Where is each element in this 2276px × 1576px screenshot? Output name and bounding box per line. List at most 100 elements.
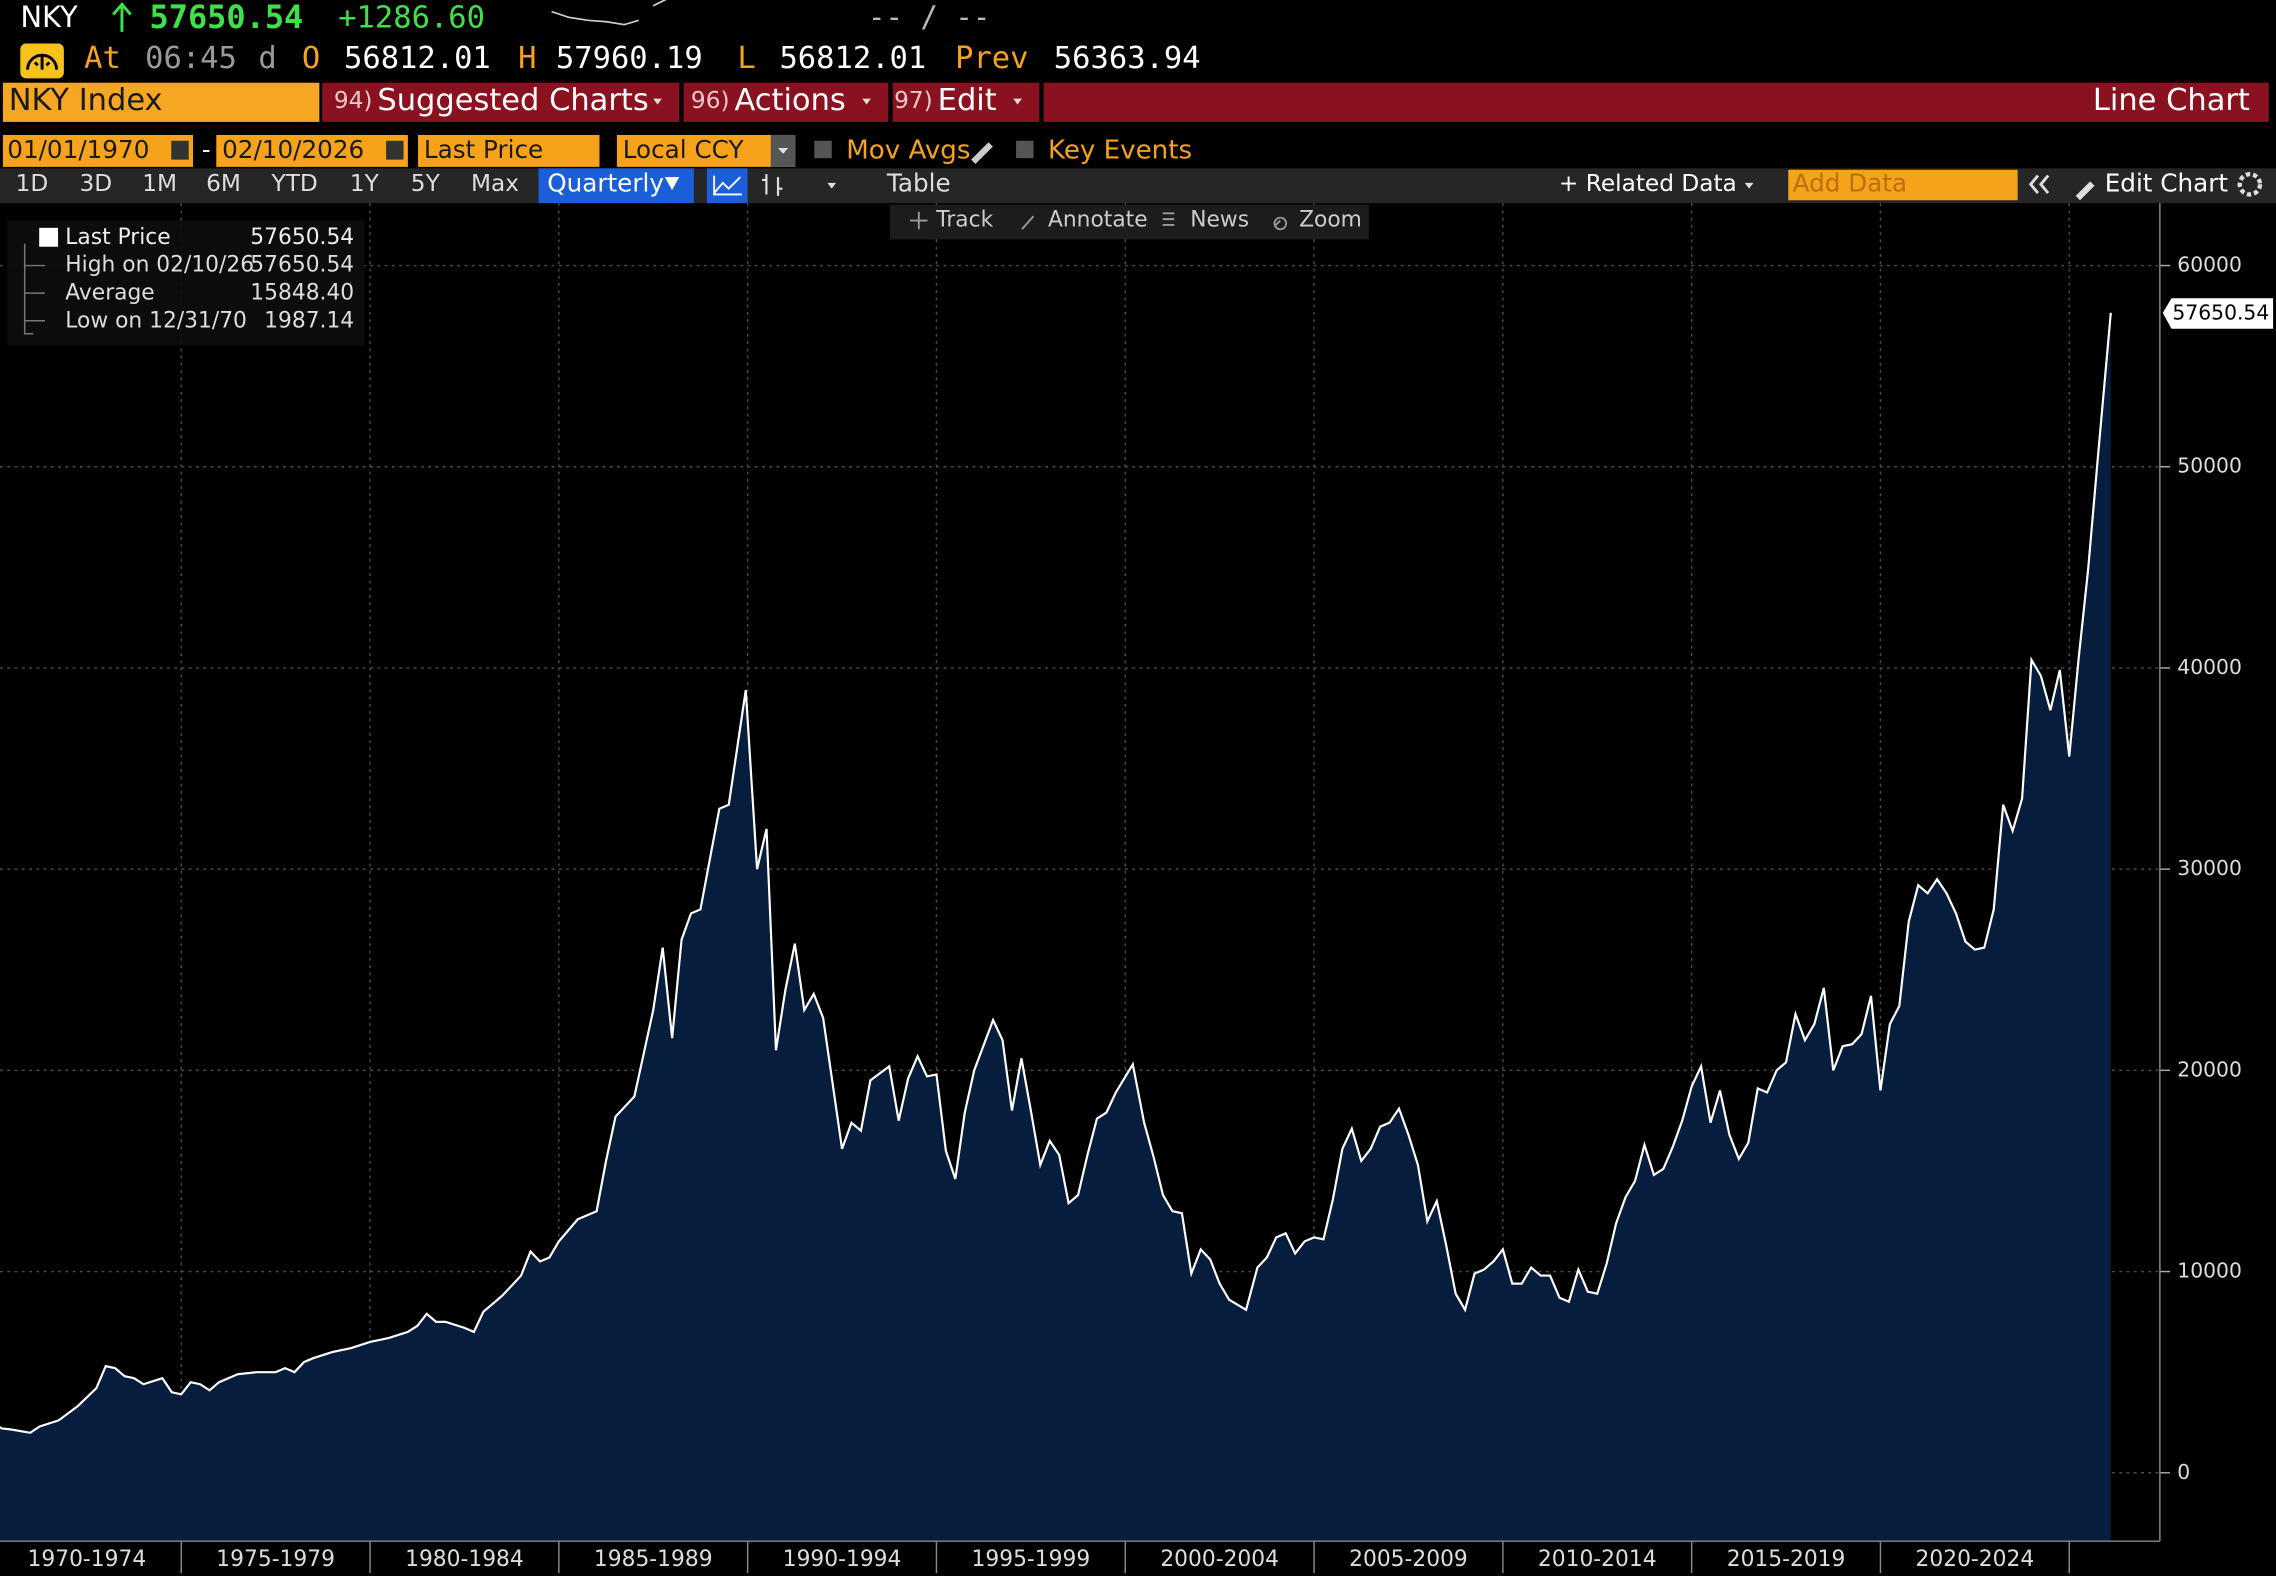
legend-value: 57650.54: [250, 225, 354, 250]
y-tick-label: 20000: [2177, 1057, 2242, 1081]
menu-item[interactable]: Edit: [938, 83, 997, 118]
legend-swatch: [39, 227, 59, 247]
line-icon: [713, 175, 742, 196]
y-tick-label: 40000: [2177, 655, 2242, 679]
frequency-box[interactable]: [538, 168, 694, 204]
chart-tool[interactable]: Annotate: [1048, 208, 1148, 233]
chart-view[interactable]: Line Chart: [2093, 83, 2250, 118]
collapse-icon: [2028, 174, 2050, 194]
period-button[interactable]: Max: [471, 170, 519, 197]
menu-separator: [1039, 82, 1044, 122]
chart-tools-bar: [889, 204, 1369, 240]
menu-separator: [888, 82, 893, 122]
x-tick-label: 2005-2009: [1349, 1547, 1468, 1572]
chart-tool[interactable]: News: [1190, 208, 1249, 233]
dropdown-caret: [827, 182, 837, 189]
time: 06:45: [145, 41, 237, 76]
last-price-label: 57650.54: [2172, 301, 2269, 325]
calendar-icon[interactable]: [171, 140, 189, 160]
menu-number: 97): [894, 87, 933, 114]
dropdown-caret: [1744, 182, 1754, 189]
end-date[interactable]: 02/10/2026: [222, 135, 364, 164]
menu-bar: [322, 82, 2269, 122]
field-box[interactable]: [418, 134, 600, 167]
legend-name: Last Price: [65, 225, 170, 250]
key-events[interactable]: Key Events: [1048, 135, 1192, 165]
period-button[interactable]: 6M: [206, 170, 241, 197]
day-flag: d: [258, 41, 276, 76]
edit-chart[interactable]: Edit Chart: [2105, 168, 2229, 197]
period-button[interactable]: 1M: [142, 170, 177, 197]
frequency-caret: [664, 177, 680, 191]
chart-tool[interactable]: Zoom: [1299, 208, 1362, 233]
tool-icon: [910, 211, 928, 230]
area-fill: [0, 312, 2111, 1542]
security[interactable]: NKY Index: [9, 83, 163, 118]
mov-avgs[interactable]: Mov Avgs: [846, 135, 970, 165]
x-tick-label: 1970-1974: [28, 1547, 147, 1572]
period-button[interactable]: YTD: [271, 170, 318, 197]
legend-stat-value: 1987.14: [264, 309, 354, 334]
x-tick-label: 1985-1989: [594, 1547, 713, 1572]
ticker: NKY: [20, 0, 78, 34]
period-button[interactable]: 5Y: [411, 170, 441, 197]
settings-gear[interactable]: [2237, 171, 2263, 197]
y-tick-label: 10000: [2177, 1259, 2242, 1283]
legend-box: [7, 220, 365, 346]
legend-stat-value: 57650.54: [250, 253, 354, 278]
y-tick-label: 60000: [2177, 253, 2242, 277]
menu-separator: [679, 82, 684, 122]
last-price: 57650.54: [150, 0, 304, 36]
price-change: +1286.60: [338, 0, 485, 35]
menu-caret: [862, 98, 871, 105]
related-data[interactable]: + Related Data: [1559, 170, 1737, 197]
period-button[interactable]: 1Y: [350, 170, 380, 197]
menu-item[interactable]: Suggested Charts: [377, 83, 648, 118]
period-button[interactable]: 1D: [16, 170, 49, 197]
x-tick-label: 1995-1999: [972, 1547, 1091, 1572]
legend-stat-label: High on 02/10/26: [65, 253, 254, 278]
period-button[interactable]: 3D: [79, 170, 112, 197]
up-arrow: [112, 2, 132, 32]
y-tick-label: 30000: [2177, 856, 2242, 880]
tool-icon: [1021, 215, 1035, 230]
currency-box[interactable]: [616, 134, 796, 167]
start-date-box[interactable]: [2, 134, 194, 167]
open-value: 56812.01: [344, 41, 491, 76]
bid-ask: -- / --: [868, 0, 990, 34]
add-data[interactable]: Add Data: [1793, 168, 1907, 197]
menu-caret: [1013, 98, 1022, 105]
add-data-box[interactable]: [1788, 169, 2018, 201]
legend-tree: [23, 243, 45, 335]
pencil-icon: [2075, 181, 2095, 201]
checkbox[interactable]: [1016, 140, 1034, 159]
field[interactable]: Last Price: [424, 135, 543, 164]
prev-value: 56363.94: [1054, 41, 1201, 76]
table-button[interactable]: Table: [886, 168, 951, 197]
dropdown-caret: [778, 148, 789, 154]
tool-icon: [1273, 216, 1288, 231]
start-date[interactable]: 01/01/1970: [7, 135, 149, 164]
high-value: 57960.19: [556, 41, 703, 76]
checkbox[interactable]: [814, 140, 832, 159]
menu-item[interactable]: Actions: [734, 83, 845, 118]
security-box[interactable]: [2, 82, 320, 122]
y-tick-label: 50000: [2177, 454, 2242, 478]
legend-stat-label: Average: [65, 281, 154, 306]
calendar-icon[interactable]: [386, 140, 404, 160]
date-dash: -: [202, 135, 211, 164]
menu-caret: [653, 98, 662, 105]
line-chart-button[interactable]: [706, 168, 748, 204]
tool-icon: [1162, 212, 1175, 226]
prev-label: Prev: [955, 41, 1028, 76]
chart-tool[interactable]: Track: [935, 208, 993, 233]
x-tick-label: 1975-1979: [216, 1547, 335, 1572]
frequency[interactable]: Quarterly: [547, 168, 664, 197]
end-date-box[interactable]: [216, 134, 408, 167]
menu-number: 94): [334, 87, 373, 114]
sparkline: [551, 0, 667, 26]
x-tick-label: 2010-2014: [1538, 1547, 1657, 1572]
menu-number: 96): [691, 87, 730, 114]
currency[interactable]: Local CCY: [623, 135, 745, 164]
